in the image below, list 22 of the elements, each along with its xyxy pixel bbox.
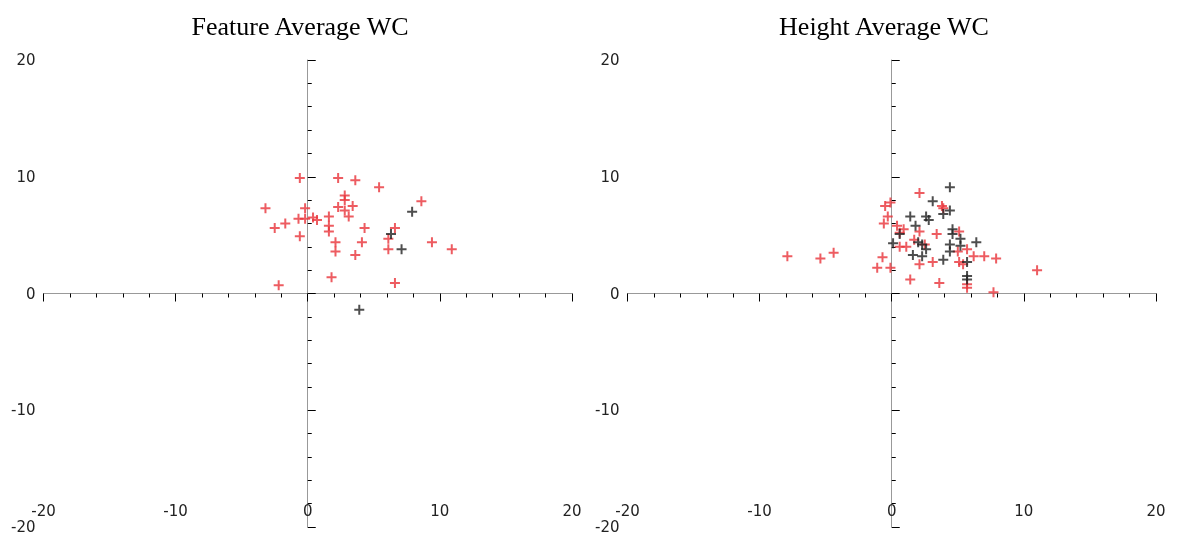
y-tick-label: 10 — [16, 167, 36, 186]
x-tick-label: 20 — [562, 501, 582, 520]
x-tick-label: -10 — [747, 501, 772, 520]
x-tick-label: 20 — [1146, 501, 1166, 520]
y-tick-label: 10 — [600, 167, 620, 186]
y-tick-label: -20 — [595, 518, 620, 536]
y-tick-label: 0 — [25, 284, 36, 303]
x-tick-label: -20 — [31, 501, 56, 520]
x-tick-label: -20 — [615, 501, 640, 520]
y-tick-label: 0 — [609, 284, 620, 303]
y-tick-label: -10 — [595, 401, 620, 420]
x-tick-label: 10 — [1014, 501, 1034, 520]
y-tick-label: -20 — [11, 518, 36, 536]
x-tick-label: 0 — [886, 501, 897, 520]
x-tick-label: -10 — [163, 501, 188, 520]
x-tick-label: 0 — [302, 501, 313, 520]
y-tick-label: 20 — [600, 51, 620, 69]
chart-title: Feature Average WC — [191, 11, 409, 41]
y-tick-label: 20 — [16, 51, 36, 69]
x-tick-label: 10 — [430, 501, 450, 520]
chart-title: Height Average WC — [779, 11, 989, 41]
y-tick-label: -10 — [11, 401, 36, 420]
